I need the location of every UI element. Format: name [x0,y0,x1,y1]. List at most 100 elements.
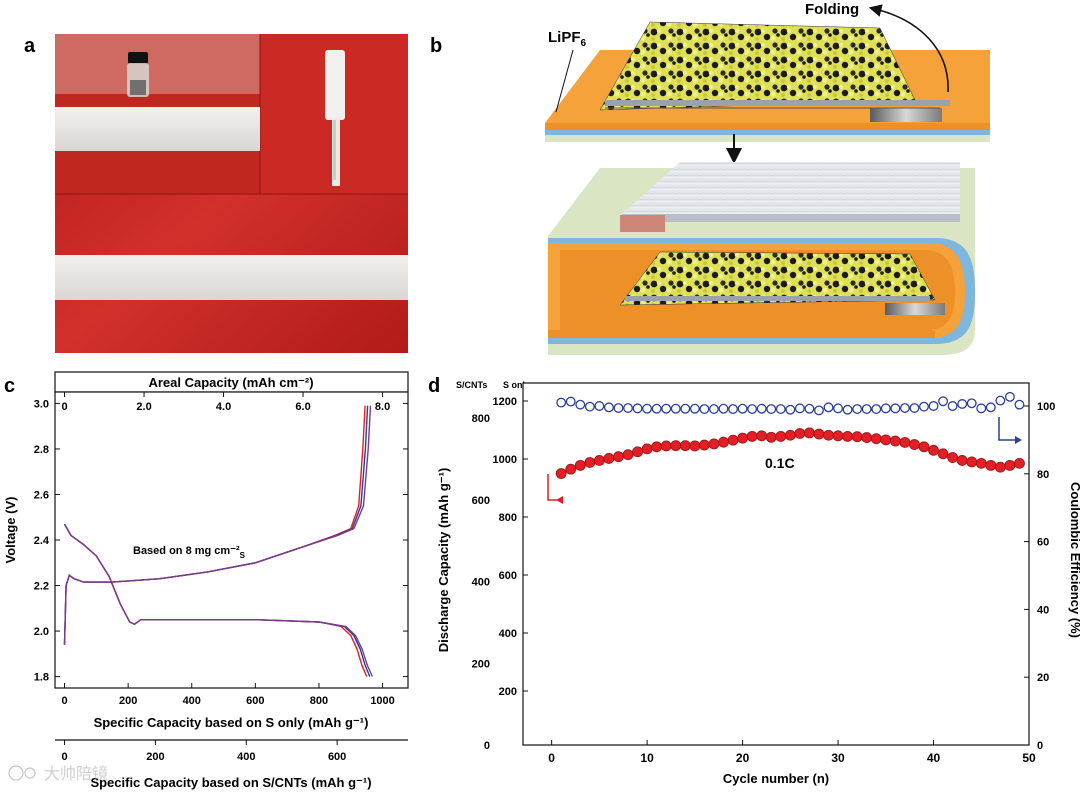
capacity-point [880,434,892,446]
y-tick-label: 2.2 [34,581,49,593]
efficiency-point [613,403,624,413]
efficiency-point [670,403,681,414]
capacity-point [555,468,567,479]
s-only-axis-label: Specific Capacity based on S only (mAh g… [94,715,369,730]
s-cnts-axis-label: Specific Capacity based on S/CNTs (mAh g… [90,775,371,790]
capacity-point [756,430,768,442]
discharge-capacity-label: Discharge Capacity (mAh g⁻¹) [436,468,451,653]
y-outer-tick-label: 0 [484,740,490,752]
top-tick-label: 0 [61,401,67,413]
capacity-point [651,441,663,453]
capacity-point [985,459,997,471]
y-right-tick-label: 0 [1037,740,1043,752]
y-inner-tick-label: 600 [499,570,517,582]
x-tick-label: 400 [183,695,201,707]
x-axis-ticks: 0 200 400 600 800 1000 [61,683,395,707]
voltage-curves [63,405,374,677]
capacity-point [670,440,682,452]
y-outer-header: S/CNTs [456,380,487,390]
sulfur-cnt-cathode [599,21,916,111]
efficiency-point [880,403,891,414]
panel-a: a [24,34,408,353]
efficiency-point [680,403,691,414]
efficiency-point [594,401,605,411]
x-tick-label: 50 [1022,751,1036,765]
capacity-point [765,431,777,443]
efficiency-point [699,404,710,415]
efficiency-point [708,404,719,415]
efficiency-point [737,403,748,414]
x-tick-label: 600 [246,695,264,707]
capacity-point [718,436,729,448]
x-axis-ticks: 0 10 20 30 40 50 [548,740,1036,765]
efficiency-point [766,404,777,415]
capacity-point [909,439,920,450]
efficiency-point [804,403,815,414]
y-outer-tick-label: 800 [472,413,490,425]
efficiency-point [565,396,576,407]
folding-arrow [868,4,949,93]
anode-tab [620,215,665,232]
efficiency-point [584,401,595,412]
y-right-tick-label: 60 [1037,537,1049,549]
efficiency-point [689,403,700,414]
efficiency-point [632,403,643,414]
y-tick-label: 2.4 [34,535,50,547]
capacity-point [823,429,834,441]
y-inner-tick-label: 1000 [493,454,517,466]
x-tick-label: 10 [640,751,654,765]
capacity-point [603,453,615,464]
voltage-axis-label: Voltage (V) [3,497,18,564]
rate-annotation: 0.1C [765,455,795,471]
panel-d-label: d [428,375,440,397]
efficiency-point [899,403,910,413]
efficiency-point [623,403,633,413]
current-collector-tab [870,108,942,122]
cycling-points [555,391,1025,479]
efficiency-point [852,404,863,415]
efficiency-point [871,404,882,415]
y-inner-tick-label: 1200 [493,396,517,408]
top-tick-label: 4.0 [216,401,231,413]
efficiency-point [756,403,767,414]
y-axis-ticks: 1.8 2.0 2.2 2.4 2.6 2.8 3.0 [34,398,408,684]
efficiency-point [957,399,968,409]
efficiency-point [976,403,987,414]
top-tick-label: 2.0 [136,401,151,413]
capacity-point [660,440,672,452]
lower-tick-label: 0 [61,751,67,763]
efficiency-point [556,397,567,408]
loading-annotation: Based on 8 mg cm⁻²S [133,545,246,560]
x-tick-label: 40 [927,751,941,765]
lower-tick-label: 400 [237,751,255,763]
top-axis-ticks: 0 2.0 4.0 6.0 8.0 [61,392,390,413]
efficiency-point [775,404,786,415]
capacity-point [851,431,863,443]
capacity-point [794,428,806,439]
capacity-point [1004,459,1016,471]
panel-a-label: a [24,35,36,57]
y-tick-label: 3.0 [34,398,49,410]
capacity-point [708,438,720,450]
efficiency-point [938,396,949,407]
areal-capacity-title: Areal Capacity (mAh cm⁻²) [148,375,313,390]
efficiency-axis-indicator [998,417,1015,441]
x-tick-label: 30 [831,751,845,765]
lithium-foil [622,162,960,214]
efficiency-point [785,404,796,415]
panel-c-label: c [4,375,15,397]
capacity-point [689,440,701,452]
efficiency-point [909,403,920,413]
capacity-point [613,451,624,463]
efficiency-point [919,401,929,412]
top-tick-label: 6.0 [295,401,310,413]
efficiency-point [575,399,586,410]
efficiency-point [890,403,901,414]
folded-assembly [548,162,975,355]
capacity-point [832,430,844,442]
curve-discharge [63,523,374,677]
y-inner-tick-label: 400 [499,628,517,640]
capacity-point [956,455,968,466]
efficiency-point [718,403,729,414]
